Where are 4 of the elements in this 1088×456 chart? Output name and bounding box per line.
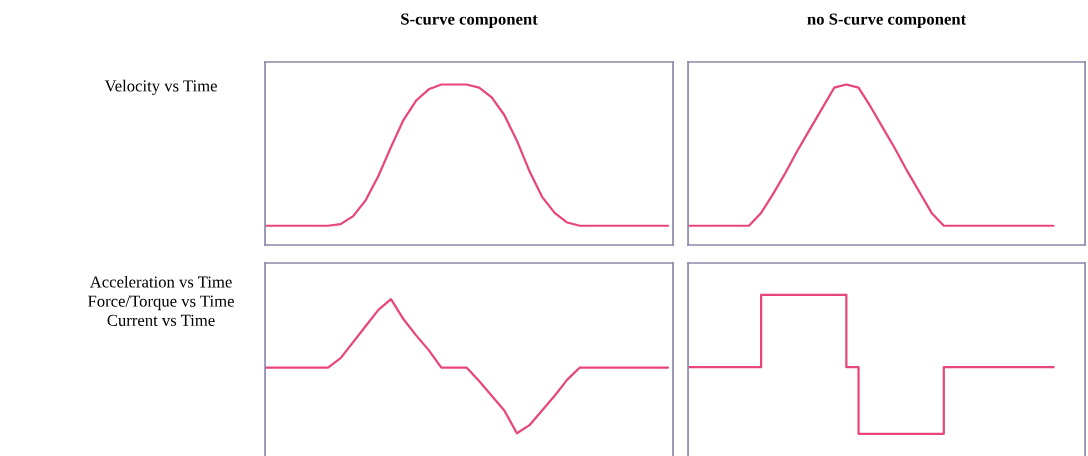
y-axis-title: Velocity vs Time bbox=[104, 79, 217, 95]
y-axis-title: Acceleration vs Time Force/Torque vs Time Current vs Time bbox=[88, 275, 234, 326]
chart-title: S-curve component bbox=[401, 13, 538, 29]
chart-title: no S-curve component bbox=[807, 13, 967, 29]
